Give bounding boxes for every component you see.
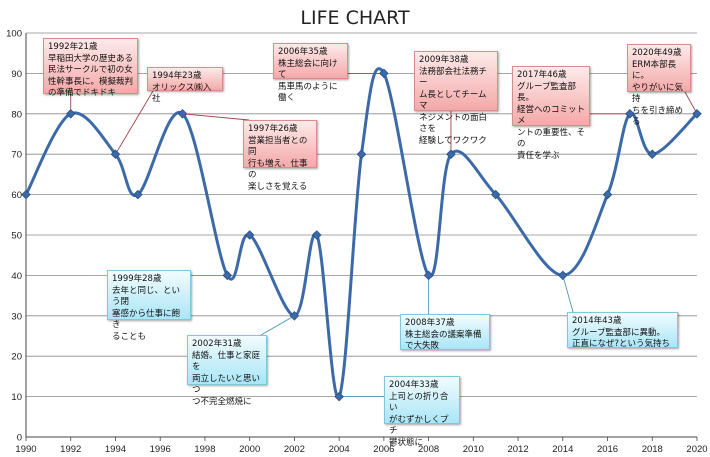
x-tick-label: 2002 (284, 444, 305, 455)
y-tick-label: 100 (6, 29, 22, 40)
annotation-leader (182, 113, 250, 121)
data-point (490, 189, 501, 200)
annotation-2014: 2014年43歳 グループ監査部に異動。 正直になぜ?という気持ち (567, 312, 678, 349)
axes (25, 33, 698, 441)
data-point (65, 109, 76, 119)
data-point (692, 109, 702, 119)
y-tick-label: 50 (11, 231, 22, 242)
y-tick-label: 80 (11, 109, 22, 120)
annotation-leaders (70, 72, 698, 398)
annotation-2009: 2009年38歳 法務部会社法務チー ム長としてチームマ ネジメントの面白さを … (414, 51, 498, 146)
y-tick-label: 10 (11, 392, 22, 403)
annotation-leader (562, 275, 574, 313)
y-tick-label: 0 (17, 433, 22, 444)
data-point (222, 270, 233, 281)
x-tick-label: 1996 (150, 444, 171, 455)
data-point (356, 149, 367, 159)
x-tick-label: 1992 (60, 444, 81, 455)
tick-labels: 0 10 20 30 40 50 60 70 80 90 100 1990 1992 1994 1996 19… (6, 29, 707, 456)
x-tick-label: 2010 (463, 444, 484, 455)
data-point (602, 189, 613, 200)
data-point (625, 109, 635, 119)
data-point (558, 270, 568, 281)
y-tick-label: 90 (11, 69, 22, 80)
x-tick-label: 2012 (507, 444, 528, 455)
annotation-2017: 2017年46歳 グループ監査部長。 経営へのコミットメ ントの重要性、その 責… (512, 66, 590, 161)
x-tick-label: 2020 (686, 444, 707, 455)
annotation-leader (684, 91, 698, 115)
annotation-2004: 2004年33歳 上司との折り合い がむずかしくプチ 鬱状態に (384, 376, 460, 448)
x-tick-label: 2006 (373, 444, 394, 455)
x-tick-label: 1994 (105, 444, 126, 455)
annotation-1997: 1997年26歳 営業担当者との同 行も増え、仕事の 楽しさを覚える (243, 120, 317, 192)
y-tick-label: 70 (11, 150, 22, 161)
x-tick-label: 2016 (597, 444, 618, 455)
data-point (334, 391, 344, 402)
y-tick-label: 30 (11, 311, 22, 322)
x-tick-label: 1990 (15, 444, 36, 455)
annotation-1992: 1992年21歳 早稲田大学の歴史ある 民法サークルで初の女 性幹事長に。模擬裁… (43, 38, 138, 98)
data-point (177, 109, 188, 119)
x-tick-label: 2018 (642, 444, 663, 455)
annotation-2008: 2008年37歳 株主総会の議案準備 で大失敗 (400, 314, 490, 351)
annotation-2020: 2020年49歳 ERM本部長に。 やりがいに気持 ちを引き締める (627, 44, 691, 127)
data-point (312, 230, 322, 240)
data-point (289, 311, 300, 321)
data-point (379, 68, 389, 79)
chart-title: LIFE CHART (300, 7, 410, 29)
data-point (133, 189, 143, 200)
annotation-leader (115, 90, 154, 155)
annotation-leader (260, 315, 295, 336)
data-point (423, 270, 434, 281)
data-point (110, 149, 121, 159)
x-tick-label: 1998 (194, 444, 215, 455)
x-tick-label: 2000 (239, 444, 260, 455)
data-point (647, 149, 658, 159)
data-point (446, 149, 456, 159)
annotation-2006: 2006年35歳 株主総会に向けて 馬車馬のように働く (273, 43, 348, 103)
data-point (21, 189, 31, 200)
series-line (24, 67, 699, 399)
annotation-2002: 2002年31歳 結婚。仕事と家庭を 両立したいと思いつ つ不完全燃焼に (187, 335, 267, 407)
y-tick-label: 20 (11, 352, 22, 363)
x-tick-label: 2014 (552, 444, 573, 455)
data-markers (21, 68, 702, 402)
x-tick-label: 2008 (418, 444, 439, 455)
x-tick-label: 2004 (329, 444, 350, 455)
data-point (244, 230, 255, 240)
y-tick-label: 40 (11, 271, 22, 282)
annotation-1999: 1999年28歳 去年と同じ、という閉 塞感から仕事に飽き ることも (107, 270, 191, 342)
y-tick-label: 60 (11, 190, 22, 201)
annotation-1994: 1994年23歳 オリックス㈱入社 (147, 67, 223, 104)
